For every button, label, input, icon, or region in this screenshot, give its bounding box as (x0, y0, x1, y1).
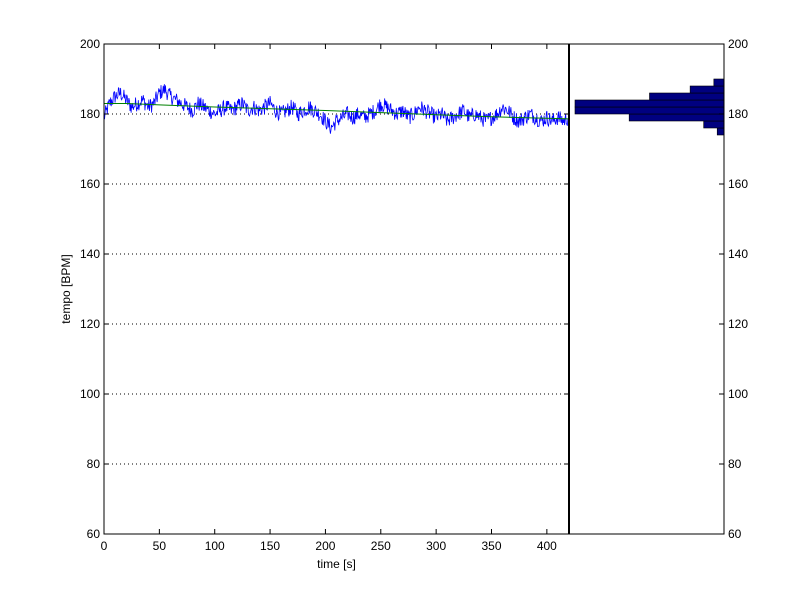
main-plot-area (103, 84, 570, 134)
histogram-bar (703, 120, 725, 129)
x-tick-label: 400 (537, 539, 557, 553)
y-tick-label: 60 (87, 527, 101, 541)
tick-labels: 0 50 100 150 200 250 300 350 400 60 60 80 80 100 100 12… (80, 37, 748, 553)
series-line-trend (104, 103, 570, 120)
y-tick-label-right: 120 (728, 317, 748, 331)
histogram-bar (713, 78, 725, 87)
axes (103, 43, 725, 535)
y-tick-label-right: 140 (728, 247, 748, 261)
histogram-bar (649, 92, 725, 101)
y-tick-label: 100 (80, 387, 100, 401)
y-tick-label-right: 160 (728, 177, 748, 191)
y-tick-label: 140 (80, 247, 100, 261)
x-tick-label: 100 (205, 539, 225, 553)
y-tick-label: 80 (87, 457, 101, 471)
x-tick-label: 350 (481, 539, 501, 553)
y-tick-label: 120 (80, 317, 100, 331)
x-tick-label: 250 (371, 539, 391, 553)
x-tick-label: 50 (153, 539, 167, 553)
axes-frame (103, 43, 725, 535)
main-grid (104, 113, 569, 465)
histogram-bar (716, 127, 725, 136)
y-tick-label-right: 180 (728, 107, 748, 121)
x-tick-label: 200 (315, 539, 335, 553)
y-tick-label-right: 60 (728, 527, 742, 541)
x-tick-label: 150 (260, 539, 280, 553)
x-tick-label: 0 (101, 539, 108, 553)
y-tick-label-right: 200 (728, 37, 748, 51)
y-tick-label: 200 (80, 37, 100, 51)
y-axis-label: tempo [BPM] (59, 254, 73, 323)
y-tick-label: 180 (80, 107, 100, 121)
histogram-bar (574, 106, 725, 115)
x-axis-label: time [s] (317, 557, 356, 571)
y-tick-label-right: 80 (728, 457, 742, 471)
y-tick-label: 160 (80, 177, 100, 191)
histogram-bar (689, 85, 725, 94)
y-tick-label-right: 100 (728, 387, 748, 401)
histogram-bar (574, 99, 725, 108)
histogram-bar (628, 113, 725, 122)
x-tick-label: 300 (426, 539, 446, 553)
